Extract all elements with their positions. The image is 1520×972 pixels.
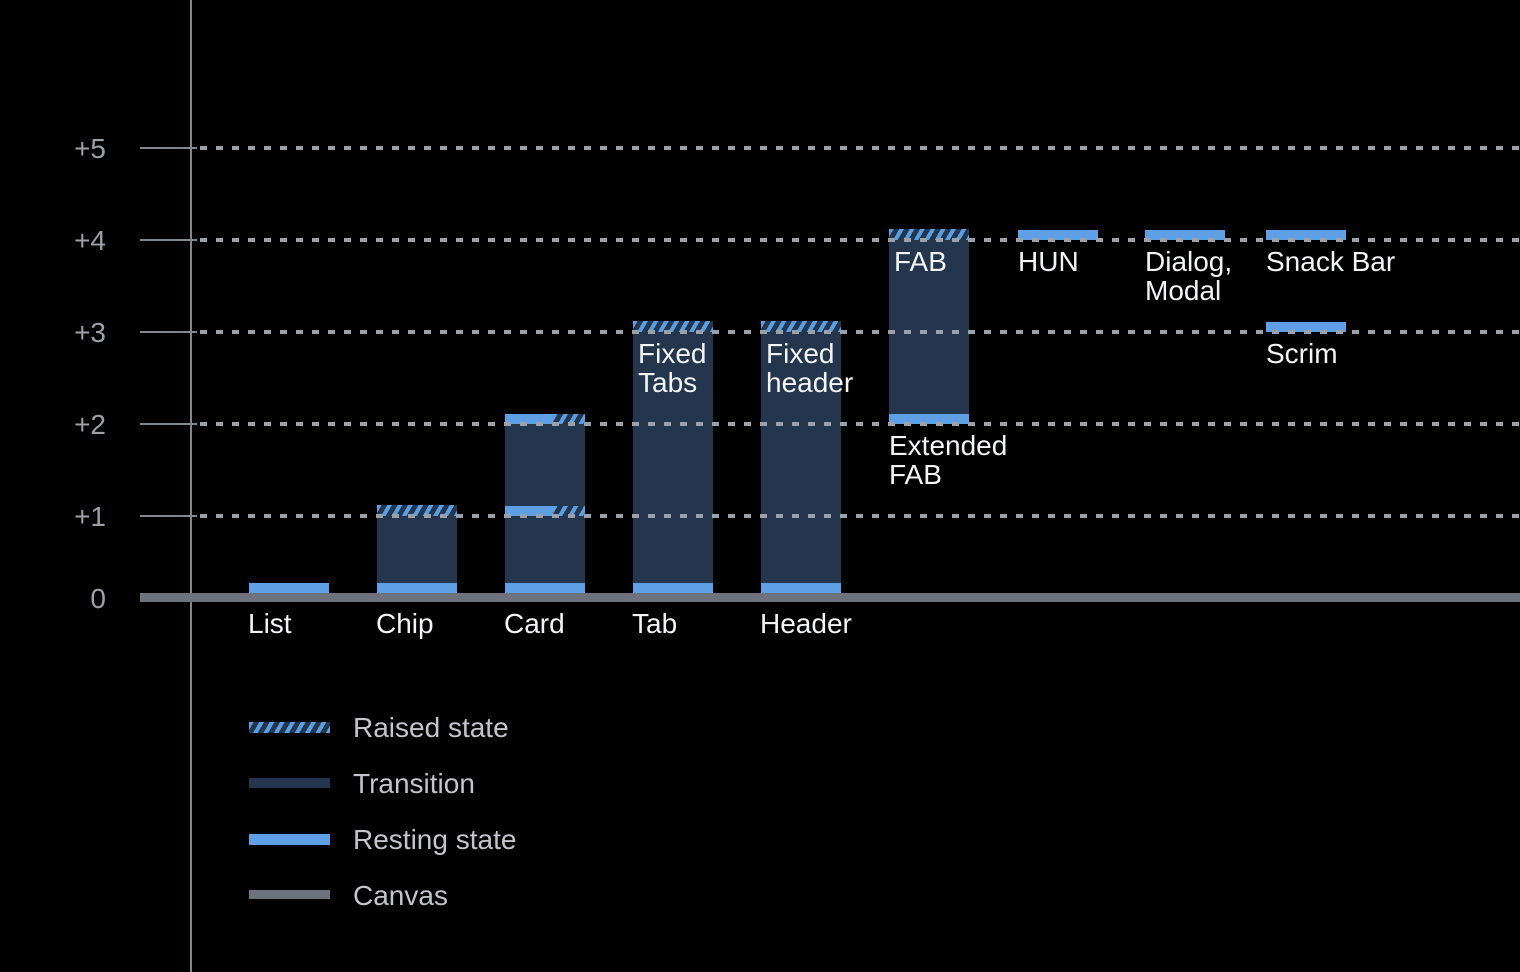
inner-label-fixed-tabs: Fixed Tabs (638, 337, 707, 398)
label-card: Card (504, 608, 565, 639)
legend-swatch-canvas (249, 890, 330, 899)
legend-swatch-raised-state (249, 722, 330, 733)
bar-header-resting (761, 583, 841, 593)
gridline-plus-5 (200, 146, 1520, 150)
legend-label-raised-state: Raised state (353, 712, 509, 743)
bar-tab-transition (633, 331, 713, 583)
bar-card-band-1-raised (553, 506, 585, 516)
y-axis-label-4: +4 (74, 225, 106, 256)
legend-label-canvas: Canvas (353, 880, 448, 911)
bar-list-resting (249, 583, 329, 593)
bar-card-transition (505, 423, 585, 583)
gridline-plus-3 (200, 329, 1520, 334)
bar-hun-resting (1018, 230, 1098, 240)
y-axis-label-3: +3 (74, 316, 106, 348)
inner-label-fab: FAB (894, 246, 947, 277)
bar-extended-fab-raised (889, 229, 969, 240)
y-axis-line (190, 0, 192, 972)
bar-card-band-1-resting (505, 506, 553, 516)
bar-card-band-2-raised (553, 413, 585, 424)
bar-header-raised (761, 320, 841, 332)
gridline-plus-1 (200, 514, 1520, 518)
bar-dialog-modal-resting (1145, 230, 1225, 240)
bar-tab-raised (633, 320, 713, 332)
bar-tab-resting (633, 583, 713, 593)
bar-extended-fab-transition (889, 240, 969, 414)
legend-swatch-transition (249, 778, 330, 788)
legend-swatch-resting-state (249, 834, 330, 845)
tick-plus-1 (140, 515, 197, 517)
label-header: Header (760, 608, 852, 639)
label-extended-fab: Extended FAB (889, 429, 1008, 490)
bar-chip-resting (377, 583, 457, 593)
legend-label-resting-state: Resting state (353, 824, 517, 855)
legend-label-transition: Transition (353, 768, 475, 799)
tick-plus-2 (140, 422, 197, 425)
canvas-baseline-line (140, 593, 1520, 602)
tick-plus-5 (140, 147, 197, 149)
bar-chip-raised (377, 505, 457, 516)
label-chip: Chip (376, 608, 434, 639)
y-axis-label-2: +2 (74, 408, 106, 440)
tick-plus-4 (140, 239, 197, 241)
y-axis-label-1: +1 (74, 501, 106, 532)
bar-scrim-resting (1266, 321, 1346, 332)
label-scrim: Scrim (1266, 337, 1338, 369)
bar-extended-fab-resting (889, 413, 969, 424)
inner-label-fixed-header: Fixed header (766, 337, 854, 398)
bar-chip-transition (377, 516, 457, 583)
label-hun: HUN (1018, 246, 1079, 277)
bar-header-transition (761, 331, 841, 583)
label-snack-bar: Snack Bar (1266, 246, 1396, 277)
gridline-plus-2 (200, 421, 1520, 426)
tick-plus-3 (140, 330, 197, 333)
gridline-plus-4 (200, 238, 1520, 242)
y-axis-label-5: +5 (74, 133, 106, 164)
bar-snack-bar-resting (1266, 230, 1346, 240)
bar-card-band-2-resting (505, 413, 553, 424)
label-dialog-modal: Dialog, Modal (1145, 246, 1233, 306)
bar-card-resting (505, 583, 585, 593)
label-tab: Tab (632, 608, 678, 639)
label-list: List (248, 608, 292, 639)
y-axis-label-0: 0 (90, 582, 106, 614)
